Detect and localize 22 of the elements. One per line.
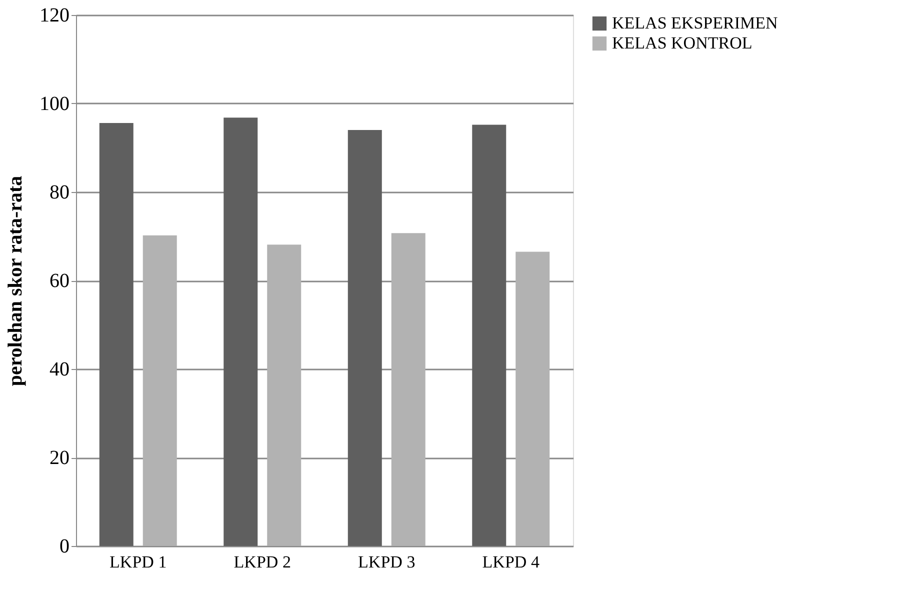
x-tick-label: LKPD 4	[482, 552, 540, 572]
y-tick-label: 20	[50, 447, 70, 469]
legend-label: KELAS KONTROL	[612, 34, 752, 52]
y-tick-label: 0	[60, 536, 70, 558]
y-tick-label: 60	[50, 270, 70, 292]
bar	[224, 118, 258, 546]
y-tick-label: 40	[50, 358, 70, 380]
x-tick-label: LKPD 3	[358, 552, 416, 572]
y-axis-title: perolehan skor rata-rata	[4, 176, 26, 386]
bar	[472, 124, 506, 546]
bar	[142, 235, 177, 546]
bar	[516, 252, 550, 546]
legend-label: KELAS EKSPERIMEN	[612, 14, 778, 32]
y-tick-label: 80	[50, 182, 70, 204]
bar	[348, 130, 382, 546]
x-tick-label: LKPD 1	[110, 552, 167, 572]
bar	[391, 233, 426, 546]
bar	[99, 122, 134, 546]
bar	[267, 244, 302, 546]
y-tick-label: 100	[40, 93, 70, 115]
y-tick-label: 120	[40, 4, 70, 26]
x-tick-label: LKPD 2	[234, 552, 291, 572]
